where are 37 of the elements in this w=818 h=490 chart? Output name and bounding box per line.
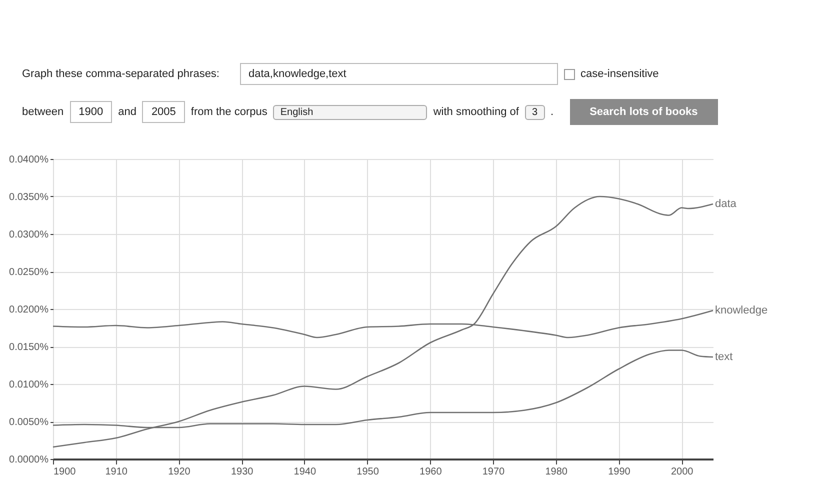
series-label: data: [715, 198, 738, 210]
y-tick-label: 0.0250%: [9, 267, 49, 278]
x-tick-label: 2000: [670, 466, 694, 478]
text: case-insensitive: [580, 68, 659, 80]
text: data,knowledge,text: [240, 63, 558, 85]
text: 3: [524, 104, 545, 120]
y-tick-label: 0.0400%: [9, 154, 49, 166]
text: 1900: [70, 101, 112, 123]
y-tick-label: 0.0050%: [9, 417, 49, 428]
series-label: text: [715, 351, 733, 363]
text: English: [273, 104, 428, 120]
text: 2005: [142, 101, 185, 123]
y-tick-label: 0.0150%: [9, 342, 49, 353]
x-tick-label: 1990: [608, 466, 631, 478]
y-tick-label: 0.0200%: [9, 304, 49, 316]
x-tick-label: 1910: [105, 466, 128, 478]
text: .: [550, 106, 554, 118]
x-tick-label: 1980: [545, 466, 568, 478]
line-series: [52, 196, 714, 448]
text: between: [22, 106, 64, 118]
y-tick-label: 0.0000%: [9, 454, 49, 466]
text: Graph these comma-separated phrases:: [22, 68, 220, 80]
series-label: knowledge: [715, 304, 768, 316]
x-tick-label: 1930: [230, 466, 254, 478]
text: with smoothing of: [433, 106, 519, 118]
text: Search lots of books: [570, 99, 718, 125]
y-tick-label: 0.0350%: [9, 192, 49, 203]
x-tick-label: 1920: [168, 466, 191, 478]
x-tick-label: 1960: [420, 466, 442, 478]
y-tick-label: 0.0300%: [9, 230, 49, 240]
x-tick-label: 1940: [294, 466, 316, 478]
x-tick-label: 1950: [356, 466, 380, 478]
x-tick-label: 1970: [482, 466, 506, 478]
x-tick-label: 1900: [54, 466, 76, 478]
text: and: [118, 106, 136, 118]
y-tick-label: 0.0100%: [9, 380, 49, 390]
text: from the corpus: [190, 106, 268, 118]
